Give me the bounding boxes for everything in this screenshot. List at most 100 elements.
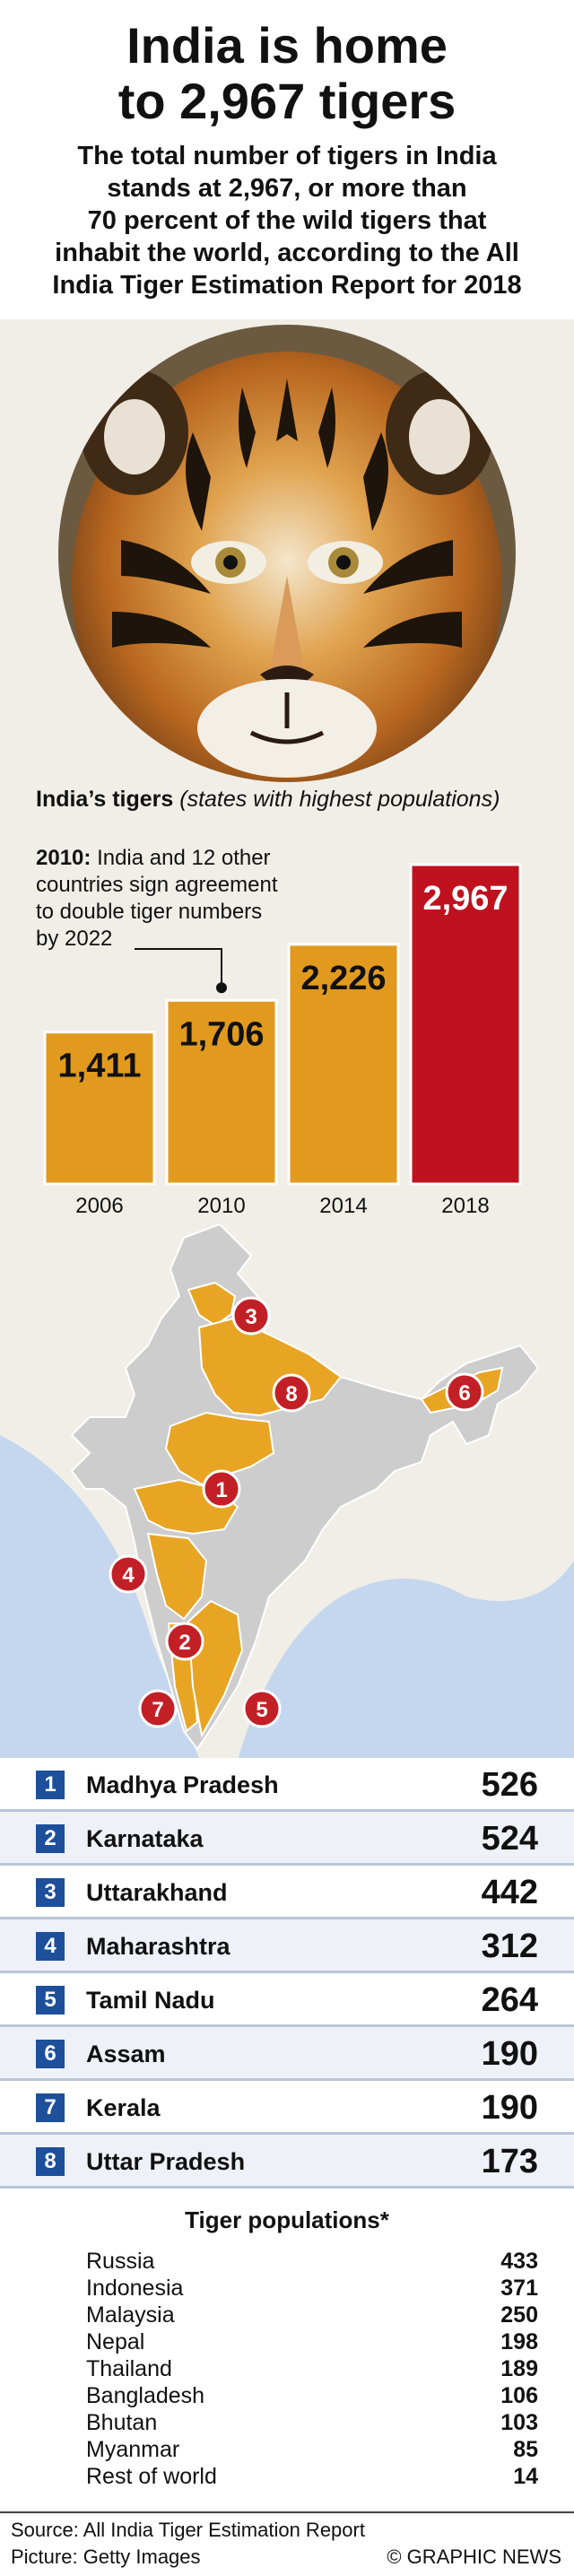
country-value: 371 (500, 2276, 538, 2301)
svg-text:3: 3 (245, 1305, 257, 1329)
bar-value-label: 1,411 (58, 1048, 142, 1085)
state-ranking-table: 1 Madhya Pradesh 526 2 Karnataka 524 3 U… (0, 1758, 574, 2189)
rank-badge: 8 (36, 2147, 65, 2176)
state-name: Uttarakhand (86, 1879, 228, 1906)
uttarakhand-region (187, 1281, 237, 1327)
map-marker-6: 6 (445, 1372, 484, 1412)
country-value: 433 (500, 2249, 538, 2274)
rank-badge: 2 (36, 1824, 65, 1853)
map-markers: 1 2 3 4 5 6 7 (109, 1296, 484, 1728)
bar-value-label: 2,226 (300, 960, 386, 997)
list-item: Bhutan 103 (86, 2409, 538, 2436)
bar-2014 (287, 943, 400, 1186)
state-tiger-count: 442 (481, 1874, 538, 1911)
tiger-photo (58, 325, 516, 782)
table-row: 2 Karnataka 524 (0, 1812, 574, 1866)
list-item: Rest of world 14 (86, 2463, 538, 2490)
header: India is home to 2,967 tigers The total … (0, 0, 574, 319)
svg-text:5: 5 (256, 1698, 267, 1722)
rank-badge: 1 (36, 1771, 65, 1799)
country-name: Malaysia (86, 2302, 175, 2328)
svg-text:6: 6 (458, 1381, 470, 1405)
populations-title: Tiger populations* (185, 2206, 389, 2233)
brand-credit: © GRAPHIC NEWS (387, 2546, 561, 2568)
populations-list: Russia 433 Indonesia 371 Malaysia 250 Nepal… (86, 2248, 538, 2490)
state-tiger-count: 173 (481, 2143, 538, 2180)
table-row: 8 Uttar Pradesh 173 (0, 2135, 574, 2189)
list-item: Indonesia 371 (86, 2275, 538, 2302)
map-marker-2: 2 (165, 1622, 204, 1661)
country-name: Russia (86, 2249, 155, 2274)
x-tick-label: 2014 (319, 1194, 367, 1218)
chart-annotation: 2010: India and 12 other countries sign … (36, 846, 278, 951)
india-map-graphic: 1 2 3 4 5 6 7 (0, 1220, 574, 1776)
state-name: Madhya Pradesh (86, 1771, 279, 1798)
list-item: Thailand 189 (86, 2355, 538, 2382)
table-row: 3 Uttarakhand 442 (0, 1866, 574, 1919)
page-title: India is home to 2,967 tigers (117, 17, 457, 129)
state-tiger-count: 190 (481, 2089, 538, 2127)
map-marker-8: 8 (272, 1373, 311, 1413)
list-item: Bangladesh 106 (86, 2382, 538, 2409)
annotation-marker (216, 982, 227, 994)
madhya-pradesh-region (164, 1411, 275, 1486)
table-row: 4 Maharashtra 312 (0, 1919, 574, 1973)
x-tick-label: 2018 (441, 1194, 489, 1218)
picture-credit: Picture: Getty Images (11, 2546, 201, 2568)
country-value: 103 (500, 2410, 538, 2435)
svg-text:8: 8 (285, 1382, 297, 1406)
x-tick-label: 2010 (197, 1194, 245, 1218)
state-tiger-count: 264 (481, 1981, 538, 2019)
karnataka-region (146, 1532, 208, 1621)
tiger-count-bar-chart: 1,411 2006 1,706 2010 2,226 2014 2,967 2018 (43, 863, 522, 1218)
bay-of-bengal (233, 1561, 574, 1776)
map-marker-3: 3 (231, 1296, 271, 1336)
bar-value-label: 1,706 (178, 1015, 264, 1053)
list-item: Nepal 198 (86, 2328, 538, 2355)
map-marker-7: 7 (138, 1689, 178, 1728)
table-row: 7 Kerala 190 (0, 2081, 574, 2135)
country-name: Bangladesh (86, 2383, 205, 2408)
page-subtitle: The total number of tigers in India stan… (52, 142, 522, 300)
bar-2010 (165, 998, 278, 1186)
country-value: 189 (500, 2356, 538, 2381)
state-name: Maharashtra (86, 1933, 230, 1960)
country-name: Bhutan (86, 2410, 158, 2435)
india-landmass (70, 1223, 540, 1751)
country-name: Thailand (86, 2356, 172, 2381)
svg-text:1: 1 (215, 1478, 227, 1502)
country-value: 106 (500, 2383, 538, 2408)
country-value: 85 (513, 2437, 538, 2462)
state-tiger-count: 524 (481, 1820, 538, 1858)
svg-text:4: 4 (122, 1563, 135, 1588)
rank-badge: 4 (36, 1932, 65, 1961)
rank-badge: 6 (36, 2040, 65, 2068)
bar-value-label: 2,967 (422, 880, 508, 918)
map-marker-4: 4 (109, 1554, 148, 1594)
state-name: Uttar Pradesh (86, 2148, 246, 2175)
x-tick-label: 2006 (75, 1194, 123, 1218)
state-name: Assam (86, 2041, 166, 2067)
map-marker-1: 1 (202, 1469, 241, 1509)
state-tiger-count: 312 (481, 1928, 538, 1965)
rank-badge: 7 (36, 2093, 65, 2122)
table-row: 1 Madhya Pradesh 526 (0, 1758, 574, 1812)
country-name: Myanmar (86, 2437, 180, 2462)
chart-title: India’s tigers (states with highest popu… (36, 787, 500, 812)
table-row: 6 Assam 190 (0, 2027, 574, 2081)
table-row: 5 Tamil Nadu 264 (0, 1973, 574, 2027)
map-marker-5: 5 (242, 1689, 282, 1728)
list-item: Malaysia 250 (86, 2302, 538, 2328)
country-value: 14 (513, 2464, 538, 2489)
india-map: 1 2 3 4 5 6 7 (0, 1220, 574, 1776)
annotation-leader-line (135, 948, 222, 988)
state-tiger-count: 526 (481, 1766, 538, 1804)
state-name: Kerala (86, 2094, 161, 2121)
country-name: Rest of world (86, 2464, 217, 2489)
bar-2006 (43, 1031, 156, 1186)
rank-badge: 3 (36, 1878, 65, 1907)
country-value: 250 (500, 2302, 538, 2328)
list-item: Myanmar 85 (86, 2436, 538, 2463)
footer: Source: All India Tiger Estimation Repor… (0, 2511, 574, 2576)
list-item: Russia 433 (86, 2248, 538, 2275)
